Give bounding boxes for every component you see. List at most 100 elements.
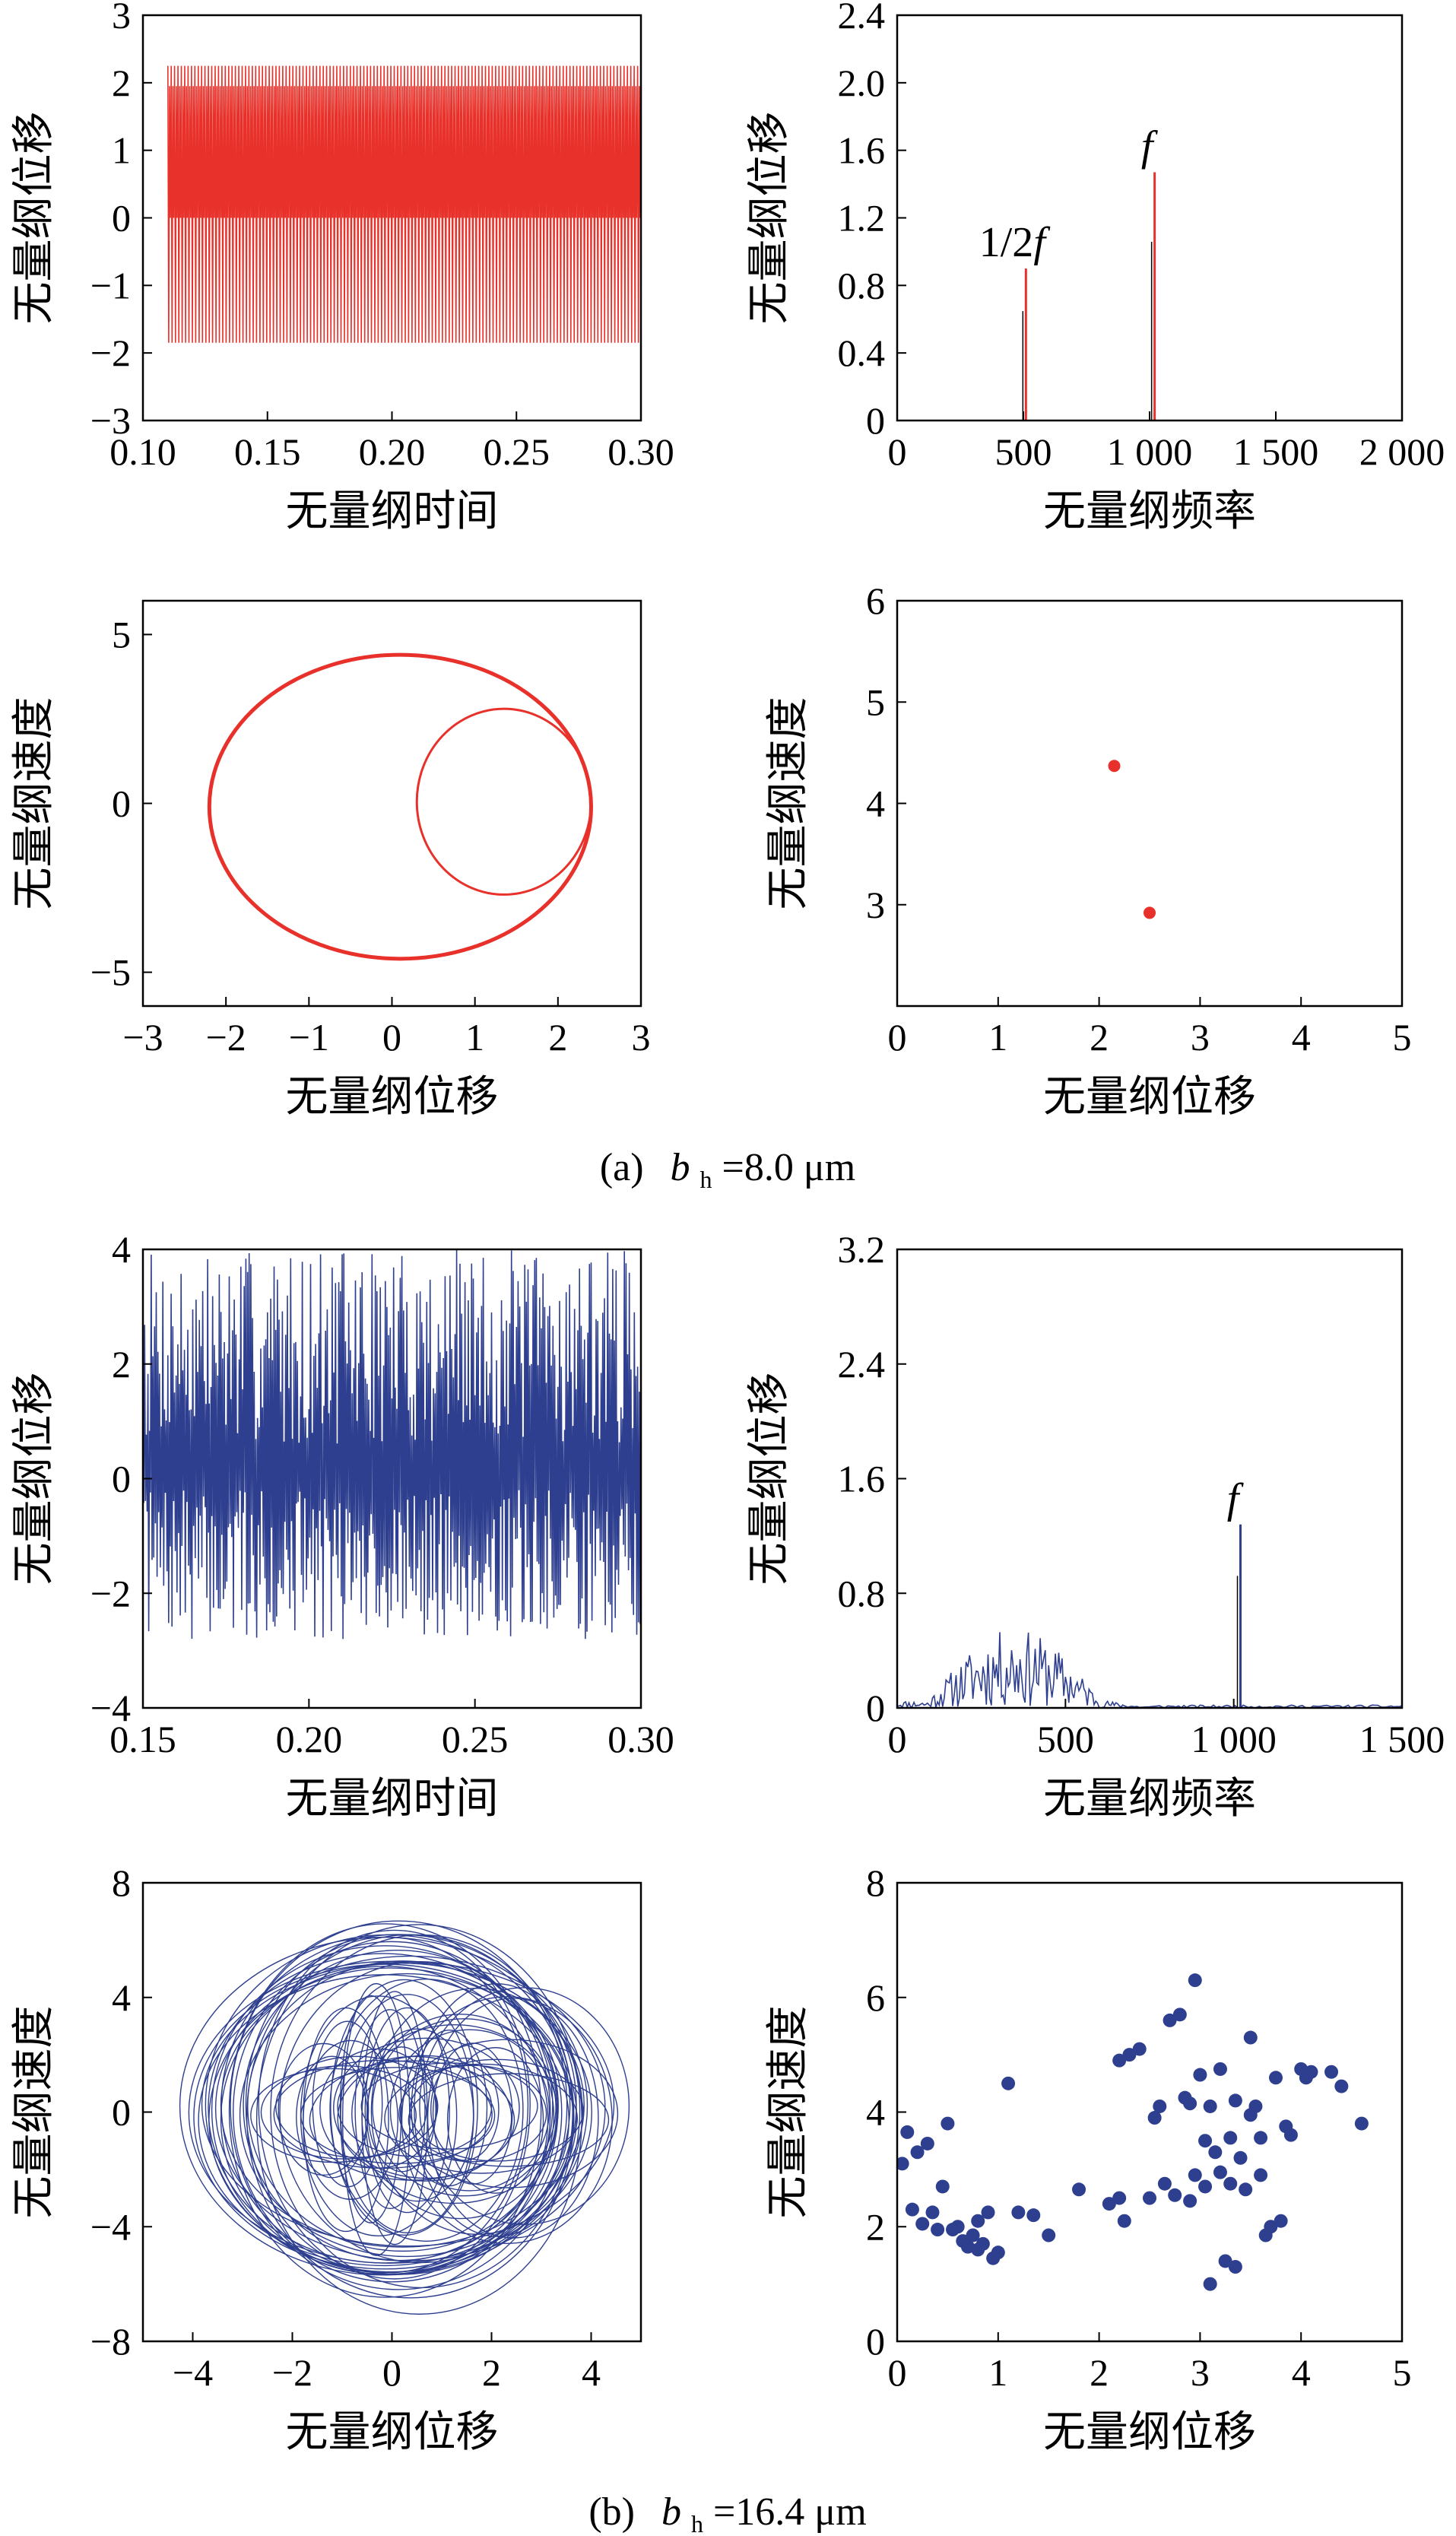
orbit-33 (370, 1988, 583, 2235)
caption-a-value: =8.0 μm (722, 1146, 856, 1189)
scatter-point-38 (1172, 2008, 1187, 2022)
x-tick-label: 0.20 (359, 430, 426, 473)
x-tick-label: 2 (548, 1016, 567, 1059)
y-tick-label: 0 (112, 2091, 131, 2134)
x-tick-label: 1 (988, 2351, 1007, 2394)
y-tick-label: −4 (90, 1687, 131, 1729)
y-tick-label: 0.8 (838, 264, 886, 306)
scatter-point-63 (1264, 2220, 1278, 2234)
series-line (167, 65, 641, 343)
caption-a: (a) b h =8.0 μm (600, 1146, 855, 1197)
scatter-point-29 (1112, 2053, 1127, 2068)
orbit-52 (303, 2007, 389, 2233)
y-tick-label: −5 (90, 951, 131, 994)
plot-frame (141, 599, 642, 1008)
y-tick-label: 0 (112, 782, 131, 825)
scatter-point-73 (1354, 2116, 1369, 2131)
plot-frame (896, 1248, 1404, 1709)
scatter-point-46 (1203, 2099, 1217, 2113)
scatter-point-31 (1132, 2042, 1147, 2056)
x-tick-label: 2 000 (1359, 430, 1445, 473)
chart-b4-poincare-map: 0 1 2 3 4 5 0 2 4 6 8 无量纲位移 无量纲速度 (763, 1862, 1412, 2457)
orbit-61 (400, 2039, 619, 2188)
scatter-point-26 (1102, 2197, 1116, 2211)
chart-b2-frequency-spectrum: f 0 500 1 000 1 500 0 0.8 1.6 2.4 3.2 无量纲频率 无量纲位移 (744, 1228, 1445, 1823)
y-axis-label: 无量纲位移 (744, 1373, 794, 1585)
scatter-point-56 (1239, 2182, 1253, 2197)
scatter-point-35 (1157, 2176, 1172, 2191)
scatter-point-22 (1011, 2205, 1026, 2220)
x-tick-label: 1 000 (1191, 1718, 1277, 1760)
caption-b-sub: h (691, 2510, 703, 2536)
x-axis-label: 无量纲位移 (1043, 2407, 1256, 2457)
y-tick-label: 4 (866, 782, 885, 825)
x-axis-label: 无量纲位移 (286, 2407, 499, 2457)
x-tick-label: 0.25 (442, 1718, 509, 1760)
y-tick-label: 5 (112, 613, 131, 655)
scatter-point-55 (1233, 2150, 1248, 2165)
plot-area (143, 1249, 641, 1639)
scatter-point-71 (1324, 2065, 1339, 2079)
x-tick-label: 5 (1393, 1016, 1412, 1059)
scatter-point-30 (1122, 2048, 1137, 2062)
scatter-point-47 (1203, 2277, 1217, 2291)
orbit-67 (384, 2063, 579, 2174)
orbit-57 (300, 1995, 458, 2236)
scatter-point-41 (1188, 1973, 1202, 1988)
scatter-point-1 (897, 2157, 909, 2171)
orbit-69 (278, 2042, 370, 2176)
orbit-49 (333, 2037, 520, 2179)
scatter-point-4 (910, 2145, 925, 2160)
x-tick-label: 2 (1090, 2351, 1109, 2394)
y-tick-label: 8 (866, 1862, 885, 1904)
orbit-36 (398, 2065, 547, 2163)
x-tick-label: −3 (122, 1016, 163, 1059)
orbit-21 (243, 1949, 554, 2261)
y-tick-label: 2.4 (838, 1343, 886, 1385)
scatter-point-53 (1223, 2176, 1238, 2191)
x-tick-label: 3 (632, 1016, 651, 1059)
y-tick-label: 2.4 (838, 0, 886, 37)
orbit-39 (366, 2014, 555, 2220)
caption-a-prefix: (a) (600, 1146, 644, 1189)
scatter-point-48 (1208, 2145, 1223, 2160)
y-tick-label: 4 (112, 1228, 131, 1271)
scatter-point-16 (971, 2214, 985, 2228)
caption-b: (b) b h =16.4 μm (588, 2490, 866, 2536)
caption-b-value: =16.4 μm (713, 2490, 867, 2534)
y-tick-label: −3 (90, 399, 131, 442)
orbit-8 (228, 1923, 542, 2298)
scatter-point-65 (1274, 2214, 1288, 2228)
orbit-2 (415, 707, 592, 896)
plot-area (207, 652, 594, 961)
plot-frame (896, 599, 1404, 1008)
orbit-22 (270, 1934, 573, 2289)
chart-a1-displacement-time: 0.10 0.15 0.20 0.25 0.30 −3 −2 −1 0 1 2 3 无量纲时间 无量纲位移 (9, 0, 674, 536)
plot-frame (896, 14, 1404, 422)
y-tick-label: 2.0 (838, 62, 886, 104)
chart-b3-phase-portrait: −4 −2 0 2 4 −8 −4 0 4 8 无量纲位移 无量纲速度 (9, 1862, 642, 2457)
peak-label-2: f (1141, 123, 1159, 170)
y-tick-label: −1 (90, 264, 131, 306)
y-tick-label: 6 (866, 579, 885, 622)
scatter-point-51 (1218, 2254, 1232, 2268)
scatter-point-37 (1168, 2188, 1182, 2202)
x-tick-label: 1 500 (1233, 430, 1319, 473)
x-tick-label: 500 (1037, 1718, 1094, 1760)
chart-b1-displacement-time: 0.15 0.20 0.25 0.30 −4 −2 0 2 4 无量纲时间 无量纲位移 (9, 1228, 674, 1823)
y-tick-label: 0 (112, 197, 131, 240)
orbit-1 (233, 1941, 551, 2283)
plot-area (1022, 172, 1156, 421)
plot-area (897, 1524, 1402, 1708)
scatter-point-9 (935, 2179, 950, 2194)
orbit-24 (179, 1936, 588, 2276)
scatter-point-1 (1108, 760, 1121, 773)
plot-frame (896, 1881, 1404, 2343)
y-axis-label: 无量纲速度 (763, 697, 813, 910)
x-axis-label: 无量纲频率 (1043, 487, 1256, 536)
scatter-point-8 (931, 2223, 945, 2237)
y-tick-label: −4 (90, 2205, 131, 2248)
scatter-point-75 (1183, 2194, 1197, 2208)
chart-a3-phase-portrait: −3 −2 −1 0 1 2 3 −5 0 5 无量纲位移 无量纲速度 (9, 599, 651, 1122)
x-tick-label: −4 (173, 2351, 213, 2394)
